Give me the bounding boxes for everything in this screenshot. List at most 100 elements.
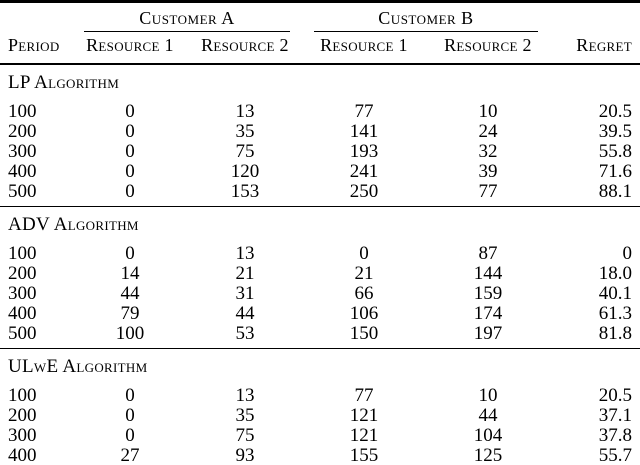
regret-cell: 0 (622, 243, 633, 264)
value-cell: 241 (349, 161, 379, 182)
table-row: 100 0 13 77 10 20.5 (0, 383, 640, 406)
regret-cell: 88.1 (598, 181, 632, 202)
value-cell: 75 (235, 141, 255, 162)
value-cell: 77 (354, 385, 374, 406)
table-row: 200 0 35 121 44 37.1 (0, 406, 640, 426)
table-row: 300 0 75 193 32 55.8 (0, 142, 640, 162)
regret-cell: 39.5 (598, 121, 632, 142)
value-cell: 104 (473, 425, 503, 446)
table-header: Customer A Customer B Period Resource 1 … (0, 2, 640, 65)
value-cell: 21 (235, 263, 255, 284)
value-cell: 121 (349, 405, 379, 426)
value-cell: 197 (473, 323, 503, 344)
value-cell: 141 (349, 121, 379, 142)
value-cell: 0 (125, 121, 135, 142)
value-cell: 106 (349, 303, 379, 324)
value-cell: 10 (478, 101, 498, 122)
table-row: 400 79 44 106 174 61.3 (0, 304, 640, 324)
column-header-b-resource-1: Resource 1 (302, 32, 426, 65)
period-cell: 200 (8, 263, 37, 284)
section-label: ULwE Algorithm (0, 348, 640, 383)
table-row: 400 27 93 155 125 55.7 (0, 446, 640, 465)
value-cell: 150 (349, 323, 379, 344)
value-cell: 53 (235, 323, 255, 344)
value-cell: 0 (125, 161, 135, 182)
group-label-customer-a: Customer A (84, 8, 290, 32)
regret-cell: 20.5 (598, 101, 632, 122)
regret-cell: 20.5 (598, 385, 632, 406)
value-cell: 0 (125, 405, 135, 426)
regret-cell: 40.1 (598, 283, 632, 304)
table-row: 100 0 13 77 10 20.5 (0, 99, 640, 122)
value-cell: 87 (478, 243, 498, 264)
period-cell: 500 (8, 181, 37, 202)
column-header-a-resource-2: Resource 2 (188, 32, 302, 65)
column-header-b-resource-2: Resource 2 (426, 32, 550, 65)
regret-cell: 37.8 (598, 425, 632, 446)
regret-cell: 55.7 (598, 445, 632, 465)
table-row: 300 0 75 121 104 37.8 (0, 426, 640, 446)
value-cell: 121 (349, 425, 379, 446)
value-cell: 100 (115, 323, 145, 344)
group-spacer-left (0, 2, 72, 33)
regret-cell: 61.3 (598, 303, 632, 324)
group-header-customer-a: Customer A (72, 2, 302, 32)
value-cell: 10 (478, 385, 498, 406)
value-cell: 193 (349, 141, 379, 162)
value-cell: 153 (230, 181, 260, 202)
section-header-row: ULwE Algorithm (0, 348, 640, 383)
value-cell: 79 (120, 303, 140, 324)
value-cell: 44 (478, 405, 498, 426)
value-cell: 35 (235, 121, 255, 142)
period-cell: 400 (8, 445, 37, 465)
group-header-row: Customer A Customer B (0, 2, 640, 33)
table-row: 500 100 53 150 197 81.8 (0, 324, 640, 349)
period-cell: 100 (8, 101, 37, 122)
table-row: 300 44 31 66 159 40.1 (0, 284, 640, 304)
value-cell: 0 (125, 101, 135, 122)
column-header-period: Period (0, 32, 72, 65)
period-cell: 500 (8, 323, 37, 344)
period-cell: 100 (8, 385, 37, 406)
value-cell: 21 (354, 263, 374, 284)
regret-cell: 55.8 (598, 141, 632, 162)
value-cell: 13 (235, 101, 255, 122)
period-cell: 200 (8, 121, 37, 142)
group-spacer-right (550, 2, 640, 33)
value-cell: 44 (235, 303, 255, 324)
value-cell: 32 (478, 141, 498, 162)
value-cell: 144 (473, 263, 503, 284)
column-header-row: Period Resource 1 Resource 2 Resource 1 … (0, 32, 640, 65)
value-cell: 39 (478, 161, 498, 182)
regret-cell: 71.6 (598, 161, 632, 182)
value-cell: 155 (349, 445, 379, 465)
value-cell: 44 (120, 283, 140, 304)
period-cell: 400 (8, 161, 37, 182)
column-header-a-resource-1: Resource 1 (72, 32, 188, 65)
value-cell: 27 (120, 445, 140, 465)
value-cell: 13 (235, 243, 255, 264)
table-row: 200 0 35 141 24 39.5 (0, 122, 640, 142)
table-row: 100 0 13 0 87 0 (0, 241, 640, 264)
period-cell: 300 (8, 141, 37, 162)
regret-cell: 18.0 (598, 263, 632, 284)
section-label: LP Algorithm (0, 63, 640, 99)
value-cell: 0 (125, 181, 135, 202)
table-row: 200 14 21 21 144 18.0 (0, 264, 640, 284)
value-cell: 0 (359, 243, 369, 264)
value-cell: 174 (473, 303, 503, 324)
value-cell: 120 (230, 161, 260, 182)
section-header-row: ADV Algorithm (0, 206, 640, 241)
group-header-customer-b: Customer B (302, 2, 550, 32)
group-label-customer-b: Customer B (314, 8, 538, 32)
value-cell: 35 (235, 405, 255, 426)
value-cell: 0 (125, 141, 135, 162)
value-cell: 159 (473, 283, 503, 304)
period-cell: 400 (8, 303, 37, 324)
table-row: 400 0 120 241 39 71.6 (0, 162, 640, 182)
value-cell: 24 (478, 121, 498, 142)
value-cell: 14 (120, 263, 140, 284)
value-cell: 13 (235, 385, 255, 406)
